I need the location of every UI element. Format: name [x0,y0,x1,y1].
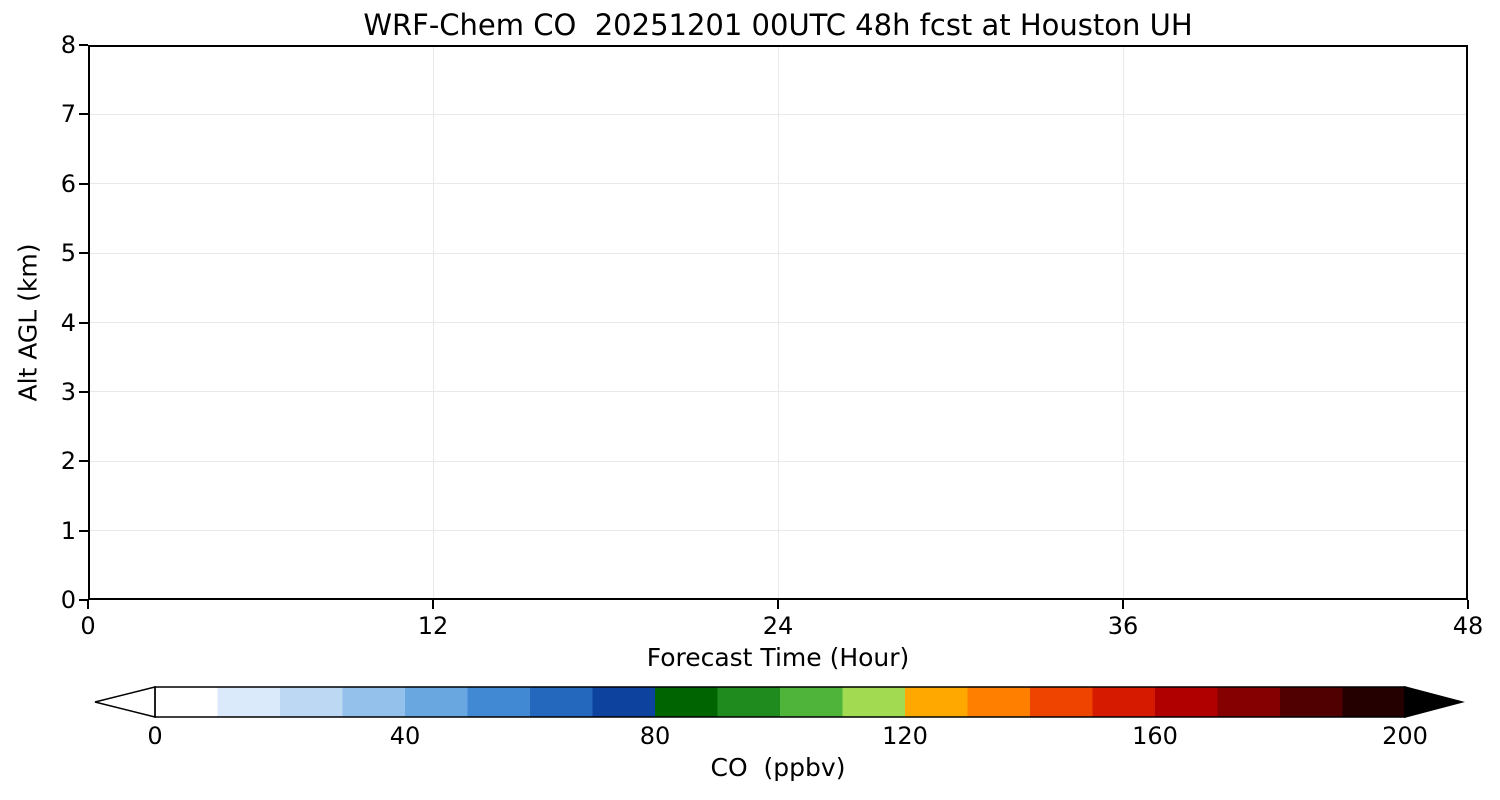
colorbar-tick-label: 0 [147,722,163,750]
colorbar-segment [842,687,905,717]
y-tick-label: 8 [60,31,76,59]
y-tick-label: 5 [60,239,76,268]
colorbar-outline [154,686,1406,718]
gridline-horizontal [90,322,1466,323]
x-tick-label: 12 [417,612,449,640]
colorbar-segment [717,687,780,717]
y-tick-mark [79,529,88,532]
colorbar-segment [467,687,530,717]
colorbar-segment [530,687,593,717]
x-tick-mark [87,600,89,609]
colorbar-segment [592,687,655,717]
x-tick-mark [432,600,434,609]
y-tick-label: 6 [60,169,76,198]
gridline-horizontal [90,252,1466,254]
colorbar-label: CO (ppbv) [710,753,846,782]
x-tick-label: 24 [762,612,794,640]
y-tick-label: 0 [60,586,76,614]
x-tick-label: 36 [1107,612,1139,640]
colorbar-tick-label: 80 [639,722,671,750]
chart-title: WRF-Chem CO 20251201 00UTC 48h fcst at H… [363,8,1193,42]
y-tick-mark [79,599,88,601]
colorbar-segment [280,687,343,717]
colorbar-segment [1217,687,1280,717]
gridline-horizontal [90,183,1466,185]
colorbar-segment [342,687,405,717]
y-tick-mark [79,113,88,116]
colorbar-segment [1092,687,1155,717]
colorbar-segment [655,687,718,717]
colorbar-segment [1030,687,1093,717]
y-tick-mark [79,460,88,463]
colorbar-segment [967,687,1030,717]
x-tick-mark [777,600,779,609]
y-tick-label: 4 [60,308,76,337]
y-tick-mark [79,44,88,46]
colorbar-segment [1280,687,1343,717]
colorbar-over-arrow [1404,686,1465,718]
colorbar-segment [155,687,218,717]
colorbar-segment [1342,687,1405,717]
y-tick-mark [79,390,88,393]
gridline-horizontal [90,391,1466,393]
colorbar-tick-label: 160 [1132,722,1178,750]
y-tick-mark [79,182,88,185]
gridline-horizontal [90,113,1466,115]
y-tick-label: 3 [60,377,76,406]
colorbar-segment [1155,687,1218,717]
y-tick-mark [79,252,88,255]
colorbar-segment [217,687,280,717]
colorbar [94,686,1465,718]
gridline-horizontal [90,460,1466,462]
y-tick-label: 7 [60,100,76,129]
y-tick-label: 1 [60,516,76,545]
colorbar-segment [905,687,968,717]
x-tick-label: 48 [1452,612,1484,640]
colorbar-tick-label: 40 [389,722,421,750]
gridline-horizontal [90,530,1466,532]
colorbar-tick-label: 120 [882,722,928,750]
x-axis-label: Forecast Time (Hour) [646,643,910,672]
colorbar-segment [780,687,843,717]
x-tick-label: 0 [80,612,96,640]
y-tick-mark [79,321,88,324]
x-tick-mark [1467,600,1469,609]
colorbar-under-arrow [94,686,156,718]
colorbar-segment [405,687,468,717]
y-tick-label: 2 [60,447,76,476]
colorbar-tick-label: 200 [1382,722,1428,750]
x-tick-mark [1122,600,1124,609]
